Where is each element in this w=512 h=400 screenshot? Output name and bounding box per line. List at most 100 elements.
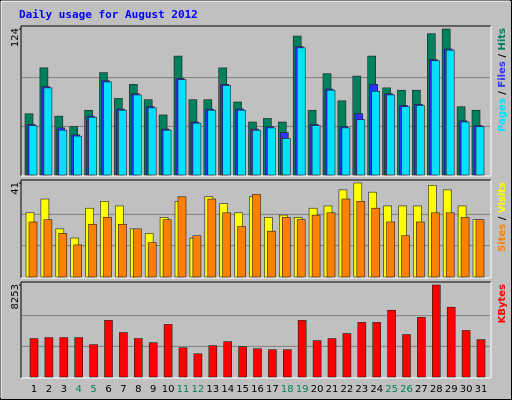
bar (29, 338, 39, 378)
bar (431, 284, 441, 378)
bar (267, 230, 276, 278)
x-tick-label: 2 (46, 384, 52, 395)
x-tick-label: 13 (206, 384, 219, 395)
bar (192, 235, 202, 278)
bar (327, 338, 337, 378)
bar (281, 217, 291, 278)
bar (58, 233, 68, 278)
bar (104, 320, 113, 378)
bar (445, 212, 455, 278)
bar (237, 109, 246, 176)
x-tick-label: 27 (415, 384, 428, 395)
bar (178, 347, 188, 378)
legend-separator: / (497, 88, 508, 99)
x-tick-label: 29 (445, 384, 458, 395)
legend: Pages / Files / Hits (497, 28, 508, 132)
bar (461, 330, 471, 378)
bar (222, 85, 231, 176)
legend-entry: Sites (497, 224, 508, 252)
bar (88, 117, 97, 176)
x-tick-label: 22 (341, 384, 354, 395)
bar (253, 348, 262, 378)
bar (43, 219, 53, 278)
bar (460, 121, 470, 176)
bar (416, 105, 425, 176)
bar (147, 242, 157, 278)
x-tick-label: 9 (150, 384, 156, 395)
x-tick-label: 26 (400, 384, 413, 395)
bar (296, 219, 306, 278)
bar (476, 339, 486, 378)
bar (103, 81, 112, 176)
y-tick-label: 124 (10, 28, 21, 47)
bar (238, 346, 247, 378)
bar (416, 221, 425, 278)
x-tick-label: 11 (177, 384, 190, 395)
bar (73, 244, 82, 278)
x-tick-label: 14 (221, 384, 234, 395)
bar (326, 89, 336, 176)
legend-entry: KBytes (497, 284, 508, 323)
y-tick-label: 8253 (10, 284, 21, 309)
x-tick-label: 24 (370, 384, 383, 395)
bar (475, 219, 485, 278)
x-tick-label: 10 (162, 384, 175, 395)
legend-entry: Pages (497, 98, 508, 132)
x-tick-label: 12 (192, 384, 205, 395)
bar (252, 194, 261, 278)
bar (147, 107, 157, 176)
legend-entry: Files (497, 61, 508, 87)
bar (267, 127, 276, 176)
bar (43, 87, 53, 176)
bar (341, 127, 351, 176)
bar (282, 349, 292, 378)
bar (341, 198, 351, 278)
bar (417, 317, 426, 378)
bar (311, 214, 321, 278)
x-tick-label: 18 (281, 384, 294, 395)
x-tick-label: 15 (236, 384, 249, 395)
bar (133, 94, 142, 176)
legend-entry: Visits (497, 182, 508, 213)
bar (386, 94, 395, 176)
x-tick-label: 16 (251, 384, 264, 395)
chart-title: Daily usage for August 2012 (19, 8, 198, 21)
x-tick-label: 30 (460, 384, 473, 395)
bar (177, 196, 187, 278)
bar (252, 129, 261, 176)
bar (119, 332, 128, 378)
bar (208, 345, 218, 378)
bar (386, 221, 395, 278)
bar (207, 109, 217, 176)
bar (162, 219, 172, 278)
x-tick-label: 3 (61, 384, 67, 395)
bar (222, 212, 231, 278)
x-tick-label: 20 (311, 384, 324, 395)
x-tick-label: 17 (266, 384, 279, 395)
legend-separator: / (497, 51, 508, 62)
bar (268, 349, 277, 378)
bar (73, 135, 82, 176)
x-tick-label: 6 (105, 384, 111, 395)
x-tick-label: 31 (475, 384, 488, 395)
bar (118, 109, 127, 176)
bar (326, 212, 336, 278)
x-tick-label: 1 (31, 384, 37, 395)
bar (311, 125, 321, 176)
bar (88, 223, 97, 278)
bar (89, 344, 98, 378)
bar (297, 320, 307, 378)
bar (44, 337, 54, 378)
bar (74, 337, 83, 378)
bar (401, 235, 410, 278)
bar (446, 306, 456, 378)
x-tick-label: 8 (135, 384, 141, 395)
legend: KBytes (497, 284, 508, 323)
bar (133, 228, 142, 278)
x-tick-label: 28 (430, 384, 443, 395)
bar (402, 334, 411, 378)
bar (28, 125, 38, 176)
bar (177, 79, 187, 176)
bar (371, 91, 381, 176)
